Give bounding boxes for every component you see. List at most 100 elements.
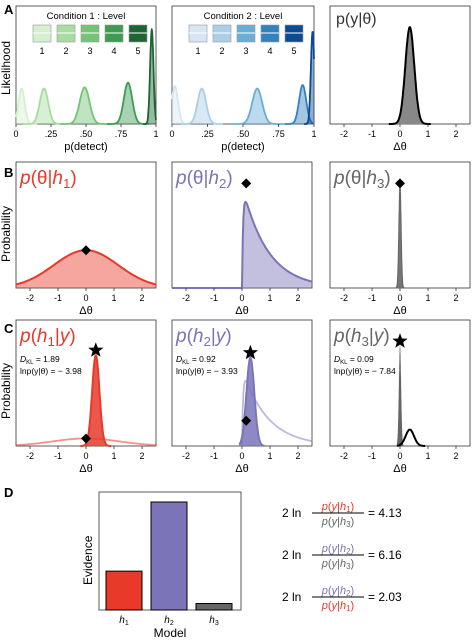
posterior-1-star [88,342,104,357]
posterior-3-dkl: DKL = 0.09 [334,354,374,366]
posterior-2-star [242,344,258,360]
prior-2-tick-label-4: 2 [295,293,300,303]
equation-1-denominator: p(y|h3) [321,516,354,529]
equation-3-prefix: 2 ln [282,590,301,604]
cond1-tick-label-4: 1 [153,129,158,139]
cond2-legend-label-4: 4 [267,46,272,56]
cond1-curve-5 [143,27,157,125]
prior-3-title: p(θ|h3) [333,168,391,191]
prior-3-diamond [395,178,405,189]
prior-3-tick-label-2: 0 [397,293,402,303]
prior-3-area [394,183,406,288]
cond1-title: Condition 1 : Level [47,11,126,22]
cond2-curve-5 [304,31,315,125]
posterior-3-title: p(h3|y) [333,326,390,349]
cond1-curve-3 [60,86,110,125]
posterior-1-tick-label-4: 2 [139,451,144,461]
panel-d: h1 h2 h3 Model 2 ln p(y|h1) p(y|h3) = 4.13 2 ln p… [98,491,402,640]
likelihood-title: p(y|θ) [336,11,377,28]
panel-c-ylabel: Probability [0,363,13,419]
prior-1-tick-label-2: 0 [83,293,88,303]
panel-b-ylabel: Probability [0,206,13,262]
posterior-1-dkl: DKL = 1.89 [20,354,60,366]
prior-2-curve [241,200,313,289]
cond1-curve-4 [107,81,149,125]
evidence-bar-h1 [105,570,143,611]
posterior-2-tick-label-4: 2 [295,451,300,461]
cond1-legend-label-2: 2 [63,46,68,56]
posterior-3-area [395,345,405,446]
cond2-tick-label-3: .75 [272,129,285,139]
posterior-3-tick-label-4: 2 [453,451,458,461]
equation-1-result: = 4.13 [368,506,402,520]
equation-3-numerator: p(y|h2) [321,585,354,598]
evidence-tick-label-h1: h1 [119,615,129,627]
likelihood-curve [388,25,431,125]
prior-1-diamond [81,245,91,256]
posterior-2-tick-label-3: 1 [267,451,272,461]
cond2-curve-2 [180,87,224,125]
posterior-2-tick-label-0: -2 [182,451,190,461]
posterior-2-lnp: lnp(y|θ) = − 3.93 [176,366,238,376]
cond2-xlabel: p(detect) [221,141,264,153]
prior-2-tick-label-1: -1 [210,293,218,303]
prior-3-tick-label-0: -2 [340,293,348,303]
cond2-legend-label-2: 2 [219,46,224,56]
cond2-legend-label-3: 3 [243,46,248,56]
equation-2-prefix: 2 ln [282,548,301,562]
prior-3-tick-label-4: 2 [453,293,458,303]
posterior-2-dkl: DKL = 0.92 [176,354,216,366]
prior-2-title: p(θ|h2) [175,168,233,191]
panel-b: p(θ|h1) -2 -1 0 1 2 Δθ p(θ|h2) -2 -1 0 1 2 Δθ p(θ|h3) -… [15,161,471,317]
cond1-xlabel: p(detect) [64,141,107,153]
cond2-legend-label-5: 5 [291,46,296,56]
evidence-xlabel: Model [154,626,187,640]
cond1-tick-label-0: 0 [13,129,18,139]
equation-3-denominator: p(y|h1) [321,600,354,613]
cond2-tick-label-2: .50 [237,129,250,139]
panel-label-a: A [4,2,14,17]
posterior-1-tick-label-2: 0 [83,451,88,461]
evidence-bar-h2 [150,501,188,611]
cond2-area-4 [284,85,314,124]
panel-a: Condition 1 : Level 1 2 3 4 5 0 .25 .50 .75 1 p(det… [13,5,471,153]
prior-2-tick-label-2: 0 [239,293,244,303]
panel-a-ylabel: Likelihood [0,41,13,95]
prior-3-tick-label-3: 1 [425,293,430,303]
cond1-tick-label-1: .25 [45,129,58,139]
posterior-3-tick-label-2: 0 [397,451,402,461]
posterior-3-tick-label-1: -1 [368,451,376,461]
cond1-legend-label-4: 4 [111,46,116,56]
posterior-3-tick-label-0: -2 [340,451,348,461]
equation-1-numerator: p(y|h1) [321,501,354,514]
posterior-1-tick-label-1: -1 [54,451,62,461]
cond2-curve-3 [232,87,283,125]
evidence-tick-label-h2: h2 [164,615,174,627]
prior-1-tick-label-0: -2 [26,293,34,303]
panel-label-d: D [4,485,13,500]
posterior-1-area [80,355,112,446]
cond1-legend-label-5: 5 [135,46,140,56]
prior-1-area [16,250,156,288]
cond1-curve-1 [15,87,37,125]
likelihood-tick-label-4: 2 [453,129,458,139]
posterior-3-likelihood [397,428,426,447]
cond1-legend-label-3: 3 [87,46,92,56]
prior-2-tick-label-0: -2 [182,293,190,303]
likelihood-tick-label-3: 1 [425,129,430,139]
prior-2-tick-label-3: 1 [267,293,272,303]
posterior-2-diamond [241,415,252,426]
posterior-2-title: p(h2|y) [175,326,232,349]
cond1-tick-label-2: .50 [80,129,93,139]
cond1-tick-label-3: .75 [115,129,128,139]
equation-2-result: = 6.16 [368,548,402,562]
prior-1-tick-label-4: 2 [139,293,144,303]
prior-1-tick-label-1: -1 [54,293,62,303]
cond2-axes [171,5,315,125]
prior-1-title: p(θ|h1) [19,168,77,191]
posterior-3-xlabel: Δθ [393,463,406,475]
cond1-curve-2 [23,87,65,125]
posterior-2-tick-label-1: -1 [210,451,218,461]
